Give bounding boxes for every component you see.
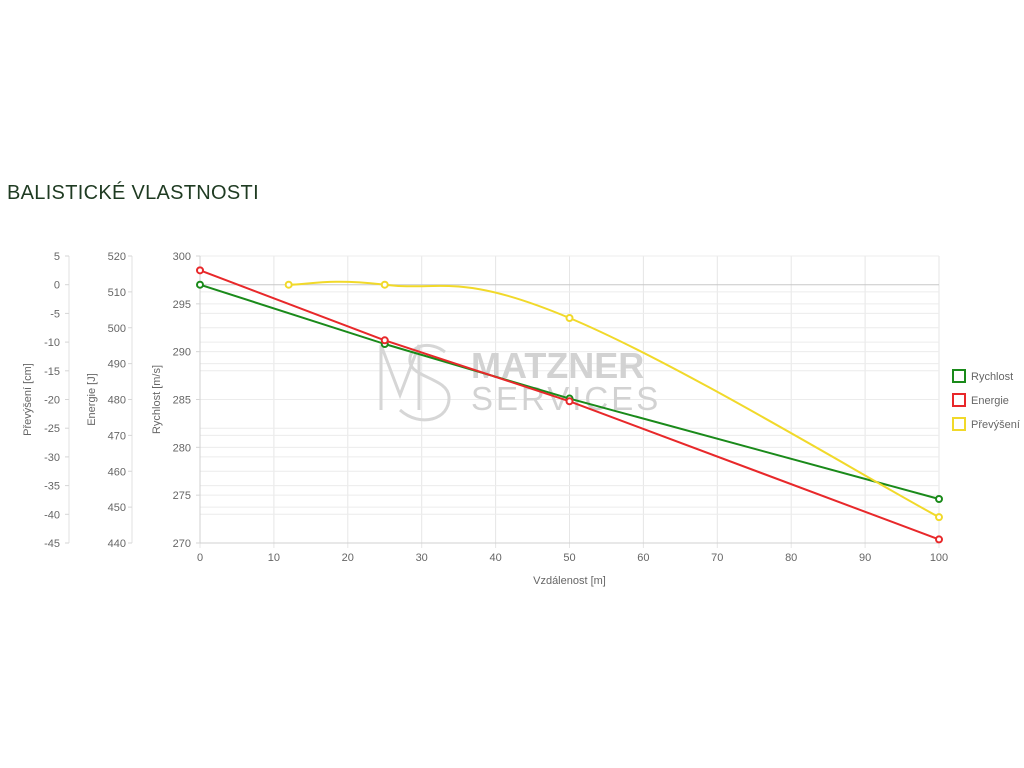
prevyseni-tick-label: -35 [44, 481, 60, 493]
data-point-rychlost[interactable] [935, 494, 943, 503]
data-point-prevyseni[interactable] [565, 313, 574, 322]
energie-axis-title: Energie [J] [86, 373, 98, 426]
prevyseni-axis-title: Převýšení [cm] [22, 363, 34, 436]
energie-tick-label: 500 [108, 323, 126, 335]
series-lines [196, 266, 943, 544]
prevyseni-tick-label: -30 [44, 452, 60, 464]
rychlost-tick-label: 280 [173, 442, 191, 454]
prevyseni-tick-label: 0 [54, 280, 60, 292]
data-point-prevyseni[interactable] [380, 280, 389, 289]
energie-tick-label: 490 [108, 359, 126, 371]
rychlost-tick-label: 270 [173, 538, 191, 550]
rychlost-tick-label: 275 [173, 490, 191, 502]
energie-tick-label: 520 [108, 251, 126, 263]
rychlost-tick-label: 300 [173, 251, 191, 263]
legend-label: Energie [971, 395, 1009, 407]
prevyseni-tick-label: -25 [44, 423, 60, 435]
x-tick-label: 20 [342, 552, 354, 564]
legend-item-rychlost[interactable]: Rychlost [952, 369, 1013, 383]
legend-swatch [952, 393, 966, 407]
rychlost-tick-label: 295 [173, 299, 191, 311]
ms-monogram-icon [379, 343, 451, 422]
data-point-energie[interactable] [565, 397, 574, 406]
rychlost-axis-title: Rychlost [m/s] [151, 365, 163, 434]
x-tick-label: 30 [416, 552, 428, 564]
data-point-energie[interactable] [935, 535, 943, 544]
data-point-energie[interactable] [196, 266, 204, 275]
data-point-rychlost[interactable] [196, 280, 204, 289]
rychlost-tick-label: 285 [173, 395, 191, 407]
prevyseni-tick-label: -40 [44, 509, 60, 521]
data-point-prevyseni[interactable] [935, 513, 943, 522]
legend-swatch [952, 417, 966, 431]
energie-tick-label: 440 [108, 538, 126, 550]
axes: 0 10 20 30 40 50 60 70 80 90 100300295290285280275… [22, 251, 948, 587]
x-tick-label: 50 [563, 552, 575, 564]
data-point-prevyseni[interactable] [284, 280, 293, 289]
x-tick-label: 40 [489, 552, 501, 564]
x-axis-title: Vzdálenost [m] [533, 575, 606, 587]
energie-tick-label: 480 [108, 395, 126, 407]
prevyseni-tick-label: 5 [54, 251, 60, 263]
energie-tick-label: 470 [108, 430, 126, 442]
prevyseni-tick-label: -20 [44, 395, 60, 407]
legend-swatch [952, 369, 966, 383]
x-tick-label: 90 [859, 552, 871, 564]
energie-tick-label: 510 [108, 287, 126, 299]
watermark-line2: SERVICES [471, 380, 661, 417]
legend-item-prevyseni[interactable]: Převýšení [952, 417, 1020, 431]
prevyseni-tick-label: -15 [44, 366, 60, 378]
x-tick-label: 100 [930, 552, 948, 564]
energie-tick-label: 460 [108, 466, 126, 478]
legend[interactable]: Rychlost Energie Převýšení [952, 369, 1020, 431]
series-line-energie [199, 269, 940, 541]
x-tick-label: 70 [711, 552, 723, 564]
x-tick-label: 60 [637, 552, 649, 564]
prevyseni-tick-label: -10 [44, 337, 60, 349]
series-line-prevyseni [288, 280, 940, 519]
legend-label: Převýšení [971, 419, 1020, 431]
legend-item-energie[interactable]: Energie [952, 393, 1009, 407]
energie-tick-label: 450 [108, 502, 126, 514]
prevyseni-tick-label: -45 [44, 538, 60, 550]
legend-label: Rychlost [971, 371, 1013, 383]
x-tick-label: 10 [268, 552, 280, 564]
rychlost-tick-label: 290 [173, 347, 191, 359]
x-tick-label: 80 [785, 552, 797, 564]
x-tick-label: 0 [197, 552, 203, 564]
prevyseni-tick-label: -5 [50, 308, 60, 320]
data-point-energie[interactable] [380, 336, 389, 345]
page-title: BALISTICKÉ VLASTNOSTI [7, 182, 259, 204]
